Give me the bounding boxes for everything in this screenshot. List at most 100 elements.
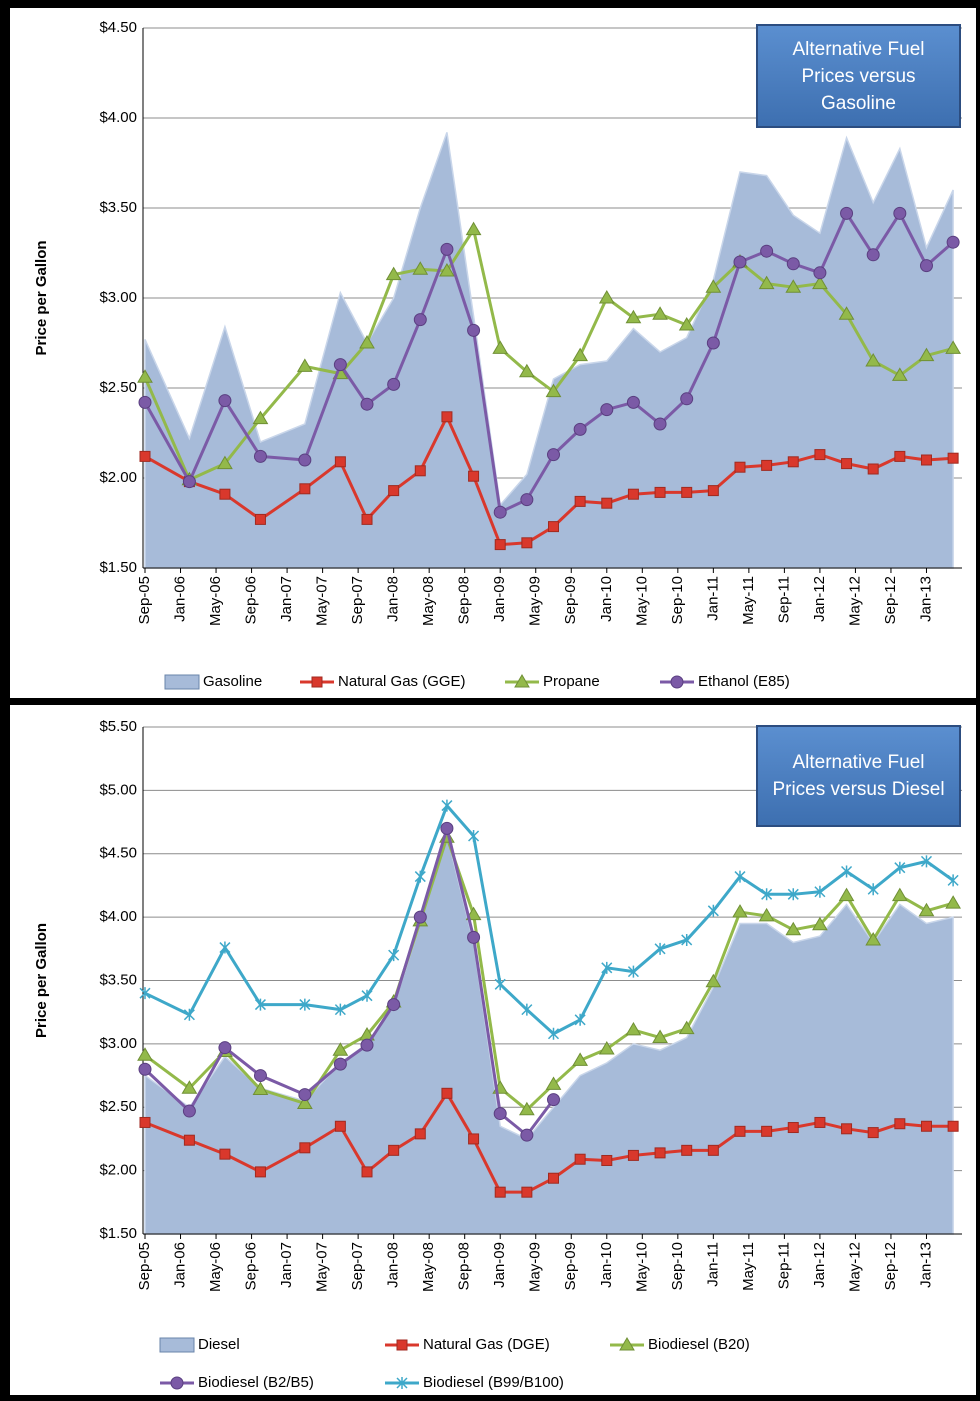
marker	[705, 279, 722, 293]
marker	[360, 1038, 374, 1052]
x-tick-label: Jan-12	[811, 1242, 828, 1288]
y-tick-label: $4.50	[99, 845, 137, 862]
marker	[299, 483, 311, 495]
marker	[627, 488, 639, 500]
marker	[520, 1128, 534, 1142]
x-tick-label: May-08	[420, 1242, 437, 1292]
marker	[138, 395, 152, 409]
marker	[654, 486, 666, 498]
y-tick-label: $3.00	[99, 1035, 137, 1052]
legend-marker	[619, 1337, 635, 1351]
y-tick-label: $3.50	[99, 971, 137, 988]
x-tick-label: Jan-08	[385, 1242, 402, 1288]
x-tick-label: Jan-10	[598, 576, 615, 622]
marker	[414, 870, 426, 883]
marker	[707, 904, 719, 917]
marker	[574, 1153, 586, 1165]
marker	[548, 521, 559, 533]
marker	[812, 275, 828, 290]
legend-swatch	[159, 1337, 195, 1353]
marker	[254, 998, 266, 1011]
annotation-frame: Alternative Fuel Prices versus Diesel	[772, 752, 944, 800]
marker	[707, 485, 719, 497]
marker	[707, 1144, 719, 1156]
legend-label: Biodiesel (B20)	[648, 1336, 750, 1353]
marker	[841, 458, 853, 470]
y-tick-label: $1.50	[99, 559, 137, 576]
marker	[681, 1144, 693, 1156]
marker	[334, 456, 346, 468]
marker	[653, 417, 667, 431]
marker	[601, 1154, 613, 1166]
marker	[601, 961, 613, 974]
x-tick-label: Sep-07	[349, 576, 366, 624]
marker	[333, 358, 347, 372]
marker	[492, 340, 509, 354]
marker	[734, 461, 746, 473]
marker	[652, 1029, 668, 1044]
marker	[518, 363, 535, 378]
marker	[361, 989, 373, 1002]
marker	[813, 266, 827, 280]
y-tick-label: $3.50	[99, 199, 137, 216]
marker	[598, 1040, 615, 1055]
x-tick-label: Sep-06	[243, 576, 260, 624]
marker	[137, 1047, 153, 1061]
marker	[865, 353, 882, 367]
marker	[865, 931, 882, 946]
area	[144, 132, 954, 569]
marker	[332, 1042, 349, 1056]
marker	[521, 537, 533, 549]
marker	[547, 1027, 560, 1040]
marker	[137, 369, 153, 383]
y-tick-label: $5.50	[99, 718, 137, 735]
marker	[572, 347, 589, 362]
legend-label: Natural Gas (DGE)	[423, 1336, 550, 1353]
marker	[918, 347, 935, 362]
y-tick-label: $4.50	[99, 19, 137, 36]
x-tick-label: May-06	[207, 1242, 224, 1292]
marker	[867, 883, 879, 896]
y-tick-label: $4.00	[99, 908, 137, 925]
marker	[387, 998, 401, 1012]
marker	[894, 861, 906, 874]
marker	[894, 1118, 906, 1130]
marker	[493, 1107, 507, 1121]
marker	[681, 486, 693, 498]
marker	[468, 470, 480, 482]
marker	[601, 497, 613, 509]
marker	[388, 1144, 400, 1156]
marker	[678, 317, 695, 331]
marker	[252, 1081, 269, 1096]
legend-swatch	[164, 674, 200, 690]
marker	[217, 455, 233, 470]
marker	[681, 933, 693, 946]
x-tick-label: May-12	[846, 576, 863, 626]
marker	[733, 255, 747, 269]
marker	[298, 453, 312, 467]
marker	[361, 513, 373, 525]
marker	[840, 206, 854, 220]
marker	[761, 888, 773, 901]
x-tick-label: May-12	[846, 1242, 863, 1292]
marker	[520, 493, 534, 507]
y-axis-title: Price per Gallon	[33, 240, 50, 355]
marker	[625, 309, 642, 324]
marker	[706, 336, 720, 350]
marker	[387, 377, 401, 391]
x-tick-label: Sep-11	[775, 576, 792, 623]
marker	[947, 1120, 959, 1132]
y-tick-label: $2.00	[99, 1162, 137, 1179]
marker	[413, 313, 427, 327]
x-tick-label: Jan-13	[917, 1242, 934, 1288]
marker	[654, 942, 666, 955]
marker	[545, 383, 562, 398]
marker	[299, 998, 311, 1011]
legend-marker	[514, 674, 530, 688]
annotation-box	[756, 725, 961, 827]
x-tick-label: Jan-08	[385, 576, 402, 622]
marker	[572, 1052, 589, 1066]
marker	[867, 1127, 879, 1139]
x-tick-label: Jan-07	[278, 576, 295, 622]
y-axis-title: Price per Gallon	[33, 923, 50, 1038]
